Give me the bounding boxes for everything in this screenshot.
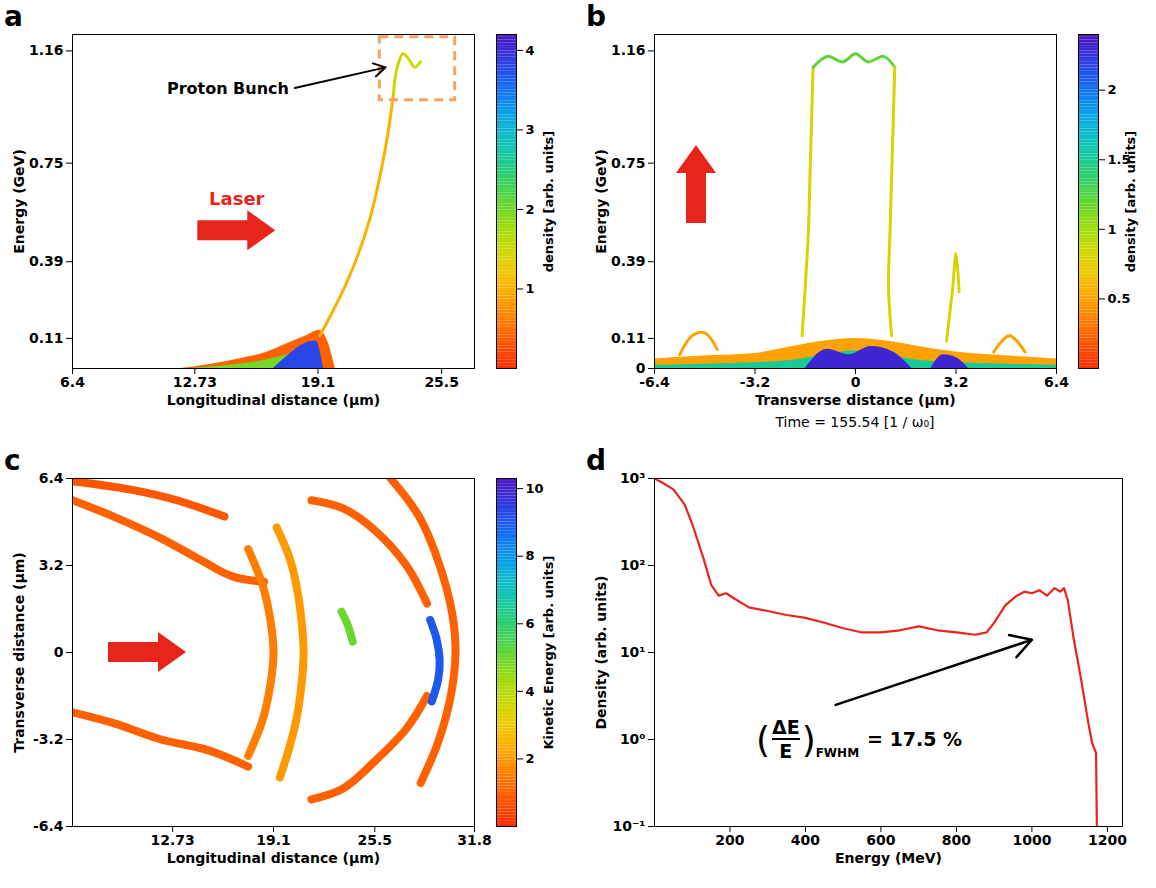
svg-text:19.1: 19.1 bbox=[301, 374, 336, 390]
svg-text:8: 8 bbox=[526, 548, 535, 563]
svg-text:Density (arb. units): Density (arb. units) bbox=[593, 575, 609, 729]
svg-text:2: 2 bbox=[1108, 82, 1117, 97]
svg-text:0.39: 0.39 bbox=[29, 253, 64, 269]
html-text:E ): E ) bbox=[779, 718, 816, 762]
svg-text:3: 3 bbox=[526, 122, 535, 137]
svg-text:10⁰: 10⁰ bbox=[620, 731, 646, 747]
html-text:= 17.5 %: = 17.5 % bbox=[867, 728, 963, 750]
svg-text:Longitudinal distance (μm): Longitudinal distance (μm) bbox=[167, 850, 381, 866]
svg-text:10¹: 10¹ bbox=[620, 644, 646, 660]
svg-text:0.39: 0.39 bbox=[611, 253, 646, 269]
svg-text:400: 400 bbox=[791, 832, 820, 848]
svg-text:6.4: 6.4 bbox=[39, 470, 64, 486]
svg-text:800: 800 bbox=[942, 832, 971, 848]
svg-text:1.16: 1.16 bbox=[611, 42, 646, 58]
svg-text:3.2: 3.2 bbox=[944, 374, 969, 390]
svg-text:10⁻¹: 10⁻¹ bbox=[612, 818, 645, 834]
svg-text:2: 2 bbox=[526, 202, 535, 217]
svg-text:6.4: 6.4 bbox=[1044, 374, 1069, 390]
svg-text:10³: 10³ bbox=[620, 470, 646, 486]
html-text:c: c bbox=[4, 444, 21, 477]
html-text:FWHM: FWHM bbox=[815, 746, 860, 760]
svg-text:0.75: 0.75 bbox=[611, 155, 646, 171]
svg-text:10²: 10² bbox=[620, 557, 646, 573]
svg-text:Kinetic Energy [arb. units]: Kinetic Energy [arb. units] bbox=[541, 556, 556, 750]
svg-text:25.5: 25.5 bbox=[424, 374, 459, 390]
svg-text:Transverse distance (μm): Transverse distance (μm) bbox=[755, 392, 956, 408]
svg-text:200: 200 bbox=[715, 832, 744, 848]
svg-text:1200: 1200 bbox=[1088, 832, 1127, 848]
svg-text:0.75: 0.75 bbox=[29, 155, 64, 171]
svg-text:0: 0 bbox=[54, 644, 64, 660]
svg-text:-3.2: -3.2 bbox=[740, 374, 771, 390]
svg-text:density [arb. units]: density [arb. units] bbox=[1123, 131, 1138, 273]
svg-text:4: 4 bbox=[526, 684, 535, 699]
html-text:d: d bbox=[586, 444, 606, 477]
svg-text:Energy (GeV): Energy (GeV) bbox=[593, 149, 609, 254]
svg-text:-6.4: -6.4 bbox=[33, 818, 64, 834]
svg-text:-6.4: -6.4 bbox=[639, 374, 670, 390]
svg-text:0.11: 0.11 bbox=[611, 330, 646, 346]
svg-text:31.8: 31.8 bbox=[457, 832, 492, 848]
svg-text:0: 0 bbox=[635, 360, 646, 376]
svg-text:1: 1 bbox=[526, 281, 535, 296]
svg-text:2: 2 bbox=[526, 751, 535, 766]
svg-text:19.1: 19.1 bbox=[256, 832, 291, 848]
svg-text:4: 4 bbox=[526, 43, 535, 58]
svg-text:Proton Bunch: Proton Bunch bbox=[167, 79, 289, 98]
html-text:(ΔE: (ΔE bbox=[755, 716, 800, 760]
svg-text:density [arb. units]: density [arb. units] bbox=[541, 131, 556, 273]
svg-text:3.2: 3.2 bbox=[39, 557, 64, 573]
svg-text:0.5: 0.5 bbox=[1108, 291, 1131, 306]
svg-text:Laser: Laser bbox=[209, 188, 265, 209]
svg-text:Transverse distance (μm): Transverse distance (μm) bbox=[11, 552, 27, 753]
svg-text:12.73: 12.73 bbox=[173, 374, 217, 390]
svg-text:1: 1 bbox=[1108, 221, 1117, 236]
html-text:b: b bbox=[586, 0, 606, 33]
svg-text:-3.2: -3.2 bbox=[33, 731, 64, 747]
svg-text:10: 10 bbox=[526, 481, 544, 496]
svg-text:Energy (GeV): Energy (GeV) bbox=[11, 149, 27, 254]
svg-text:1.16: 1.16 bbox=[29, 42, 64, 58]
html-text:a: a bbox=[4, 0, 23, 33]
svg-text:25.5: 25.5 bbox=[358, 832, 393, 848]
svg-text:Energy (MeV): Energy (MeV) bbox=[835, 850, 942, 866]
svg-text:1000: 1000 bbox=[1012, 832, 1051, 848]
svg-text:6.4: 6.4 bbox=[60, 374, 85, 390]
svg-text:12.73: 12.73 bbox=[151, 832, 195, 848]
svg-text:6: 6 bbox=[526, 616, 535, 631]
svg-text:600: 600 bbox=[866, 832, 895, 848]
svg-text:0: 0 bbox=[851, 374, 861, 390]
svg-text:Longitudinal distance (μm): Longitudinal distance (μm) bbox=[167, 392, 381, 408]
svg-text:0.11: 0.11 bbox=[29, 330, 64, 346]
html-text:Time = 155.54 [1 / ω₀]: Time = 155.54 [1 / ω₀] bbox=[775, 414, 935, 430]
svg-text:1.5: 1.5 bbox=[1107, 151, 1131, 167]
